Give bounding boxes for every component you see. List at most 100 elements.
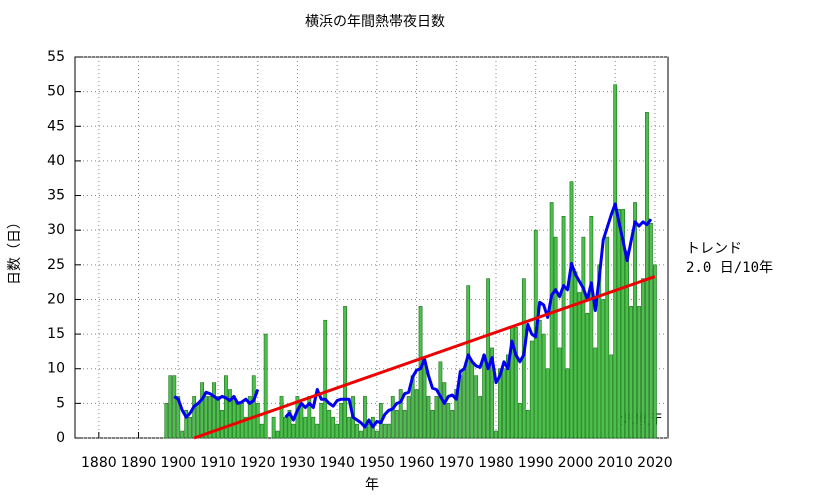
bar bbox=[446, 403, 451, 439]
bar bbox=[271, 416, 276, 439]
bar bbox=[649, 222, 653, 439]
bar bbox=[263, 333, 268, 439]
bar bbox=[637, 306, 641, 439]
bar bbox=[645, 112, 649, 439]
bar bbox=[498, 368, 502, 439]
bar bbox=[577, 292, 582, 439]
trend-label: トレンド bbox=[686, 241, 742, 257]
bar bbox=[573, 271, 578, 439]
y-tick-label: 10 bbox=[47, 361, 65, 377]
bar bbox=[291, 423, 296, 439]
bar bbox=[569, 181, 574, 439]
bar bbox=[323, 319, 328, 439]
bar bbox=[192, 396, 197, 439]
y-tick-label: 5 bbox=[56, 395, 65, 411]
bar bbox=[402, 409, 407, 439]
bar bbox=[220, 409, 224, 439]
bar bbox=[359, 430, 363, 439]
bar bbox=[482, 354, 487, 439]
bar bbox=[367, 423, 371, 439]
bar bbox=[490, 347, 494, 439]
x-tick-label: 1980 bbox=[478, 455, 514, 471]
bar bbox=[430, 409, 435, 439]
x-tick-label: 1900 bbox=[160, 455, 196, 471]
bar bbox=[275, 430, 280, 439]
bar bbox=[200, 382, 204, 439]
bar bbox=[172, 375, 177, 439]
bar bbox=[212, 382, 216, 439]
bar bbox=[517, 403, 522, 439]
y-tick-label: 0 bbox=[56, 430, 65, 446]
bar bbox=[502, 368, 506, 439]
bar bbox=[422, 361, 427, 439]
bar bbox=[506, 354, 510, 439]
bar bbox=[315, 423, 320, 439]
bar bbox=[287, 409, 292, 439]
bar bbox=[311, 416, 316, 439]
bar bbox=[561, 216, 566, 439]
y-tick-label: 25 bbox=[47, 257, 65, 273]
bar bbox=[188, 416, 193, 439]
bar bbox=[283, 416, 288, 439]
bar bbox=[625, 250, 629, 439]
bar bbox=[355, 423, 359, 439]
bar bbox=[609, 354, 614, 439]
x-tick-label: 1920 bbox=[240, 455, 276, 471]
y-tick-label: 35 bbox=[47, 188, 65, 204]
bar bbox=[255, 403, 260, 439]
y-tick-label: 20 bbox=[47, 291, 65, 307]
bar bbox=[589, 216, 594, 439]
bar bbox=[486, 278, 490, 439]
x-tick-label: 1940 bbox=[319, 455, 355, 471]
bar bbox=[303, 416, 308, 439]
bar bbox=[478, 396, 483, 439]
bar bbox=[593, 347, 598, 439]
x-tick-label: 1970 bbox=[438, 455, 474, 471]
x-tick-label: 2020 bbox=[637, 455, 673, 471]
bar bbox=[462, 368, 467, 439]
bar bbox=[641, 278, 645, 439]
bar bbox=[450, 409, 455, 439]
bar bbox=[549, 202, 554, 439]
bar bbox=[176, 396, 181, 439]
bar bbox=[343, 306, 347, 439]
bar bbox=[331, 416, 336, 439]
bar bbox=[565, 368, 570, 439]
bar bbox=[180, 430, 185, 439]
bar bbox=[601, 299, 606, 439]
bar bbox=[529, 340, 534, 439]
bar bbox=[605, 236, 610, 439]
bar bbox=[652, 264, 657, 439]
x-tick-label: 1960 bbox=[399, 455, 435, 471]
y-tick-label: 30 bbox=[47, 222, 65, 238]
bar bbox=[585, 313, 590, 439]
bar bbox=[164, 403, 169, 439]
bar bbox=[299, 403, 304, 439]
y-tick-label: 55 bbox=[47, 49, 65, 65]
bar bbox=[557, 347, 562, 439]
bar bbox=[621, 209, 626, 439]
bar bbox=[228, 389, 232, 439]
bar bbox=[406, 396, 411, 439]
bar bbox=[581, 236, 586, 439]
bar bbox=[617, 209, 622, 439]
bar bbox=[629, 306, 633, 439]
line bbox=[173, 202, 653, 429]
bar bbox=[470, 361, 475, 439]
bar bbox=[394, 409, 399, 439]
bar bbox=[398, 389, 403, 439]
bar bbox=[196, 403, 201, 439]
bar bbox=[231, 396, 236, 439]
bar bbox=[434, 396, 439, 439]
bar bbox=[335, 423, 340, 439]
y-tick-label: 45 bbox=[47, 118, 65, 134]
bar bbox=[347, 416, 351, 439]
bar bbox=[541, 333, 546, 439]
bar bbox=[513, 326, 518, 439]
x-tick-label: 1880 bbox=[81, 455, 117, 471]
bar bbox=[216, 396, 220, 439]
bar bbox=[235, 403, 240, 439]
bar bbox=[319, 403, 324, 439]
bar bbox=[168, 375, 173, 439]
